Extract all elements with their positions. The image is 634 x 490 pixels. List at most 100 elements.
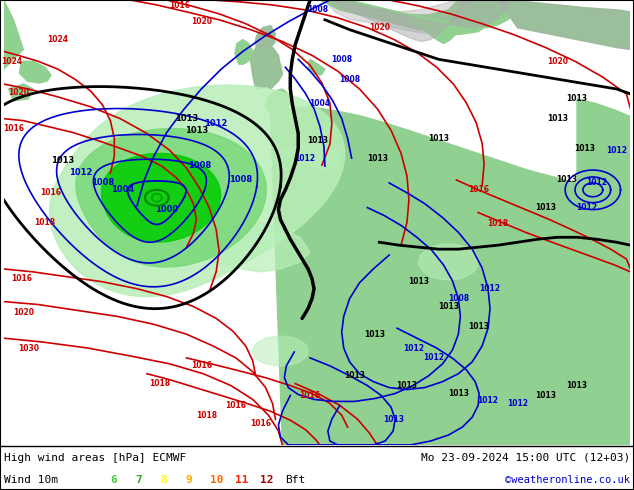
Polygon shape xyxy=(256,35,276,54)
Text: 1013: 1013 xyxy=(574,144,595,153)
Polygon shape xyxy=(253,336,308,366)
Polygon shape xyxy=(251,44,280,89)
Text: 1012: 1012 xyxy=(423,353,444,363)
Polygon shape xyxy=(266,89,630,445)
Text: 1018: 1018 xyxy=(196,411,217,420)
Polygon shape xyxy=(308,61,322,75)
Text: 1012: 1012 xyxy=(479,284,500,293)
Text: 1018: 1018 xyxy=(149,379,171,388)
Text: 1012: 1012 xyxy=(69,168,93,176)
Polygon shape xyxy=(49,85,345,296)
Text: 1012: 1012 xyxy=(295,154,316,163)
Polygon shape xyxy=(101,153,221,242)
Polygon shape xyxy=(235,40,253,64)
Text: 1024: 1024 xyxy=(48,35,68,44)
Polygon shape xyxy=(20,61,51,83)
Text: 1013: 1013 xyxy=(175,114,198,123)
Polygon shape xyxy=(527,232,597,257)
Text: 1020: 1020 xyxy=(8,88,29,98)
Text: 10: 10 xyxy=(210,475,224,485)
Text: 1008: 1008 xyxy=(91,178,114,187)
Text: 1013: 1013 xyxy=(438,302,459,311)
Text: 1013: 1013 xyxy=(364,330,385,339)
Text: 1013: 1013 xyxy=(307,136,328,145)
Text: 1024: 1024 xyxy=(1,57,22,66)
Polygon shape xyxy=(498,0,630,49)
Polygon shape xyxy=(325,0,476,34)
Polygon shape xyxy=(419,244,478,280)
Text: 1016: 1016 xyxy=(468,185,489,195)
Text: 1008: 1008 xyxy=(230,175,252,184)
Text: 1013: 1013 xyxy=(408,277,429,286)
Text: 1012: 1012 xyxy=(477,396,498,405)
Text: Bft: Bft xyxy=(285,475,305,485)
Text: 1016: 1016 xyxy=(250,418,271,428)
Text: 1008: 1008 xyxy=(339,74,360,84)
Text: 7: 7 xyxy=(135,475,142,485)
Text: 1000: 1000 xyxy=(155,205,178,214)
Text: 1018: 1018 xyxy=(34,218,56,227)
Text: 6: 6 xyxy=(110,475,117,485)
Text: Mo 23-09-2024 15:00 UTC (12+03): Mo 23-09-2024 15:00 UTC (12+03) xyxy=(421,453,630,463)
Text: 1013: 1013 xyxy=(557,175,578,184)
Text: 1020: 1020 xyxy=(191,17,212,26)
Polygon shape xyxy=(255,25,276,48)
Text: 1030: 1030 xyxy=(18,343,39,352)
Text: 11: 11 xyxy=(235,475,249,485)
Text: 1013: 1013 xyxy=(547,114,568,123)
Text: 1012: 1012 xyxy=(606,146,627,155)
Text: 8: 8 xyxy=(160,475,167,485)
Polygon shape xyxy=(236,46,253,64)
Text: 1008: 1008 xyxy=(448,294,469,303)
Text: 1016: 1016 xyxy=(41,188,61,197)
Polygon shape xyxy=(76,128,266,267)
Text: 1004: 1004 xyxy=(309,99,330,108)
Text: 1012: 1012 xyxy=(586,178,607,187)
Polygon shape xyxy=(8,84,33,101)
Polygon shape xyxy=(320,0,488,35)
Text: 1020: 1020 xyxy=(13,308,34,317)
Text: 1013: 1013 xyxy=(567,381,588,390)
Text: 1008: 1008 xyxy=(331,55,353,64)
Text: ©weatheronline.co.uk: ©weatheronline.co.uk xyxy=(505,475,630,485)
Text: 1016: 1016 xyxy=(191,361,212,370)
Text: 1012: 1012 xyxy=(507,399,528,408)
Polygon shape xyxy=(251,44,280,89)
Text: 1018: 1018 xyxy=(488,219,508,228)
Polygon shape xyxy=(335,0,508,42)
Polygon shape xyxy=(255,25,276,48)
Text: 1012: 1012 xyxy=(576,203,597,212)
Polygon shape xyxy=(256,35,276,54)
Text: 1012: 1012 xyxy=(204,119,228,128)
Text: 1013: 1013 xyxy=(448,389,469,398)
Text: High wind areas [hPa] ECMWF: High wind areas [hPa] ECMWF xyxy=(4,453,186,463)
Text: 1013: 1013 xyxy=(384,415,404,424)
Text: 1013: 1013 xyxy=(468,322,489,331)
Polygon shape xyxy=(256,54,282,89)
Text: 1016: 1016 xyxy=(300,391,321,400)
Text: 1012: 1012 xyxy=(403,343,424,352)
Polygon shape xyxy=(278,144,340,170)
Text: 1016: 1016 xyxy=(11,274,32,283)
Text: 12: 12 xyxy=(260,475,273,485)
Text: 1004: 1004 xyxy=(110,185,134,195)
Text: 1008: 1008 xyxy=(188,161,211,170)
Text: 1020: 1020 xyxy=(369,23,390,32)
Text: 1013: 1013 xyxy=(567,95,588,103)
Text: 1013: 1013 xyxy=(535,391,556,400)
Text: 1013: 1013 xyxy=(396,381,417,390)
Text: 1013: 1013 xyxy=(184,126,208,135)
Text: 1008: 1008 xyxy=(307,5,328,14)
Text: 1013: 1013 xyxy=(367,154,388,163)
Polygon shape xyxy=(4,0,23,69)
Text: Wind 10m: Wind 10m xyxy=(4,475,58,485)
Text: 1013: 1013 xyxy=(535,203,556,212)
Text: 1016: 1016 xyxy=(169,1,190,10)
Polygon shape xyxy=(256,54,282,89)
Text: 1013: 1013 xyxy=(51,156,75,165)
Polygon shape xyxy=(167,222,310,272)
Text: 1013: 1013 xyxy=(428,134,449,143)
Text: 1016: 1016 xyxy=(226,401,247,410)
Text: 9: 9 xyxy=(185,475,191,485)
Polygon shape xyxy=(308,59,325,74)
